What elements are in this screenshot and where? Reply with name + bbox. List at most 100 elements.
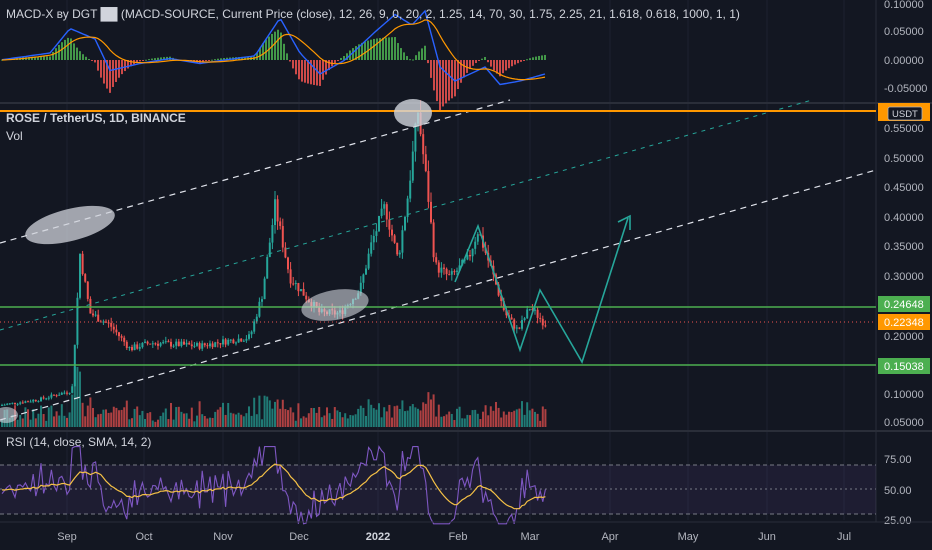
- volume-bar: [144, 418, 146, 427]
- macd-histogram-bar: [46, 56, 48, 60]
- candle-body: [216, 342, 219, 344]
- candle-body: [445, 268, 448, 275]
- volume-bar: [237, 412, 240, 427]
- volume-bar: [128, 419, 131, 427]
- macd-histogram-bar: [217, 58, 219, 60]
- volume-bar: [287, 410, 289, 427]
- candle-body: [136, 344, 139, 349]
- macd-histogram-bar: [139, 60, 141, 62]
- volume-legend[interactable]: Vol: [6, 129, 23, 143]
- volume-bar: [209, 417, 211, 427]
- candle-body: [240, 338, 243, 342]
- candle-body: [102, 321, 105, 323]
- volume-bar: [380, 417, 383, 427]
- candle-body: [424, 154, 427, 172]
- volume-bar: [463, 418, 466, 427]
- volume-bar: [320, 417, 323, 427]
- macd-histogram-bar: [436, 60, 438, 102]
- volume-bar: [352, 415, 354, 427]
- macd-histogram-bar: [415, 55, 417, 60]
- macd-histogram-bar: [40, 56, 42, 60]
- volume-bar: [175, 407, 178, 427]
- macd-histogram-bar: [382, 37, 384, 60]
- volume-bar: [315, 412, 318, 427]
- macd-histogram-bar: [394, 37, 396, 60]
- rsi-legend[interactable]: RSI (14, close, SMA, 14, 2): [6, 435, 151, 449]
- volume-bar: [396, 405, 399, 427]
- candle-body: [201, 343, 204, 349]
- volume-bar: [484, 405, 487, 427]
- price-label-text: 0.15038: [884, 361, 924, 373]
- candle-body: [292, 283, 295, 285]
- candle-body: [456, 270, 458, 272]
- volume-bar: [1, 418, 3, 427]
- volume-bar: [515, 409, 518, 427]
- macd-histogram-bar: [61, 42, 63, 60]
- volume-bar: [333, 407, 336, 427]
- candle-body: [536, 309, 539, 318]
- candle-body: [76, 297, 79, 345]
- macd-histogram-bar: [343, 55, 345, 60]
- volume-bar: [253, 397, 256, 427]
- macd-histogram-bar: [400, 48, 402, 60]
- currency-badge[interactable]: [887, 106, 923, 121]
- macd-histogram-bar: [58, 44, 60, 60]
- macd-histogram-bar: [112, 60, 114, 87]
- volume-bar: [505, 414, 508, 427]
- candle-body: [229, 339, 232, 341]
- volume-bar: [284, 409, 287, 427]
- candle-body: [118, 332, 120, 337]
- volume-bar: [458, 406, 461, 427]
- candle-body: [411, 151, 414, 181]
- volume-bar: [500, 417, 503, 427]
- candle-body: [81, 253, 84, 275]
- volume-bar: [388, 404, 391, 427]
- symbol-legend[interactable]: ROSE / TetherUS, 1D, BINANCE: [6, 111, 186, 125]
- price-label-current: [878, 314, 930, 330]
- candle-body: [3, 404, 6, 406]
- candle-body: [68, 392, 71, 394]
- macd-legend[interactable]: MACD-X ву DGT ██ (MACD-SOURCE, Current P…: [6, 7, 740, 22]
- volume-bar: [196, 415, 198, 427]
- volume-bar: [250, 415, 253, 427]
- volume-bar: [206, 418, 209, 427]
- candle-body: [526, 309, 529, 319]
- macd-histogram-bar: [298, 60, 300, 80]
- candle-body: [443, 267, 445, 269]
- volume-bar: [276, 399, 279, 427]
- candle-body: [359, 282, 362, 294]
- volume-bar: [271, 408, 274, 427]
- candle-body: [97, 314, 100, 322]
- volume-bar: [448, 411, 451, 427]
- macd-histogram-bar: [313, 60, 315, 85]
- candle-body: [261, 299, 263, 302]
- volume-bar: [19, 414, 22, 427]
- macd-histogram-bar: [328, 60, 330, 71]
- candle-body: [128, 347, 131, 349]
- candle-body: [94, 314, 97, 316]
- volume-bar: [383, 407, 386, 427]
- candle-body: [437, 262, 440, 273]
- volume-bar: [422, 402, 425, 427]
- volume-bar: [24, 407, 27, 427]
- candle-body: [209, 343, 211, 347]
- highlight-dec-low: [301, 289, 369, 321]
- volume-bar: [123, 407, 126, 427]
- candle-body: [141, 342, 144, 348]
- volume-bar: [461, 418, 464, 427]
- candle-body: [458, 265, 461, 271]
- price-tick: 0.45000: [884, 182, 924, 194]
- price-label-support: [878, 358, 930, 374]
- macd-histogram-bar: [214, 59, 216, 61]
- candle-body: [294, 283, 297, 285]
- candle-body: [476, 234, 479, 242]
- price-tick: 0.35000: [884, 241, 924, 253]
- candle-body: [157, 343, 159, 346]
- volume-bar: [357, 408, 360, 427]
- volume-bar: [154, 421, 157, 427]
- macd-histogram-bar: [469, 60, 471, 70]
- volume-bar: [523, 414, 526, 427]
- macd-histogram-bar: [85, 56, 87, 60]
- candle-body: [539, 317, 542, 319]
